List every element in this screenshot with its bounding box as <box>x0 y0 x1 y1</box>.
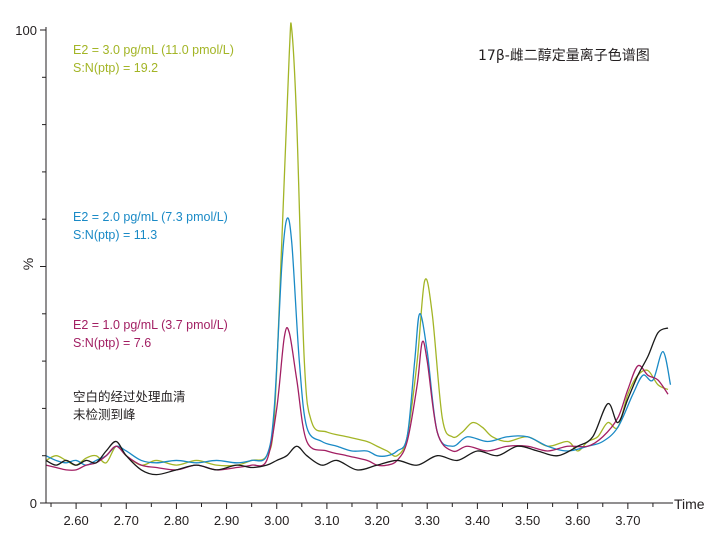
x-tick-label: 2.80 <box>164 513 189 528</box>
x-tick-label: 3.30 <box>415 513 440 528</box>
series-line-2pg <box>45 217 672 466</box>
x-tick-label: 3.10 <box>314 513 339 528</box>
chart-title: 17β-雌二醇定量离子色谱图 <box>478 47 650 64</box>
series-annotation-line: S:N(ptp) = 19.2 <box>73 61 158 75</box>
x-ticks: 2.60 2.70 2.80 2.90 3.00 3.10 3.20 3.30 3.40 3.50… <box>50 503 654 528</box>
y-tick-label: 0 <box>30 496 37 511</box>
x-tick-label: 3.20 <box>364 513 389 528</box>
plot-lines <box>45 22 672 476</box>
series-annotation-line: S:N(ptp) = 11.3 <box>73 228 157 242</box>
y-tick-label: 100 <box>15 23 37 38</box>
series-annotation-line: E2 = 2.0 pg/mL (7.3 pmol/L) <box>73 210 228 224</box>
series-annotation-line: S:N(ptp) = 7.6 <box>73 336 151 350</box>
series-line-blank <box>45 327 669 476</box>
x-tick-label: 2.90 <box>214 513 239 528</box>
series-annotation-line: 空白的经过处理血清 <box>73 389 186 404</box>
y-ticks: 0 100 <box>15 23 46 511</box>
y-axis-label: % <box>20 258 36 270</box>
series-annotations: E2 = 3.0 pg/mL (11.0 pmol/L) S:N(ptp) = 1… <box>73 43 234 422</box>
x-tick-label: 3.50 <box>515 513 540 528</box>
x-tick-label: 3.70 <box>615 513 640 528</box>
axes: 0 100 2.60 2.70 2.80 2.90 3.00 3.10 3.20 3.30 3.4… <box>15 23 705 528</box>
series-annotation-line: E2 = 3.0 pg/mL (11.0 pmol/L) <box>73 43 234 57</box>
x-tick-label: 3.00 <box>264 513 289 528</box>
series-annotation-line: E2 = 1.0 pg/mL (3.7 pmol/L) <box>73 318 228 332</box>
x-tick-label: 2.70 <box>114 513 139 528</box>
series-annotation-line: 未检测到峰 <box>73 407 136 422</box>
x-tick-label: 3.40 <box>465 513 490 528</box>
x-axis-label: Time <box>674 496 705 512</box>
x-tick-label: 3.60 <box>565 513 590 528</box>
x-tick-label: 2.60 <box>63 513 88 528</box>
